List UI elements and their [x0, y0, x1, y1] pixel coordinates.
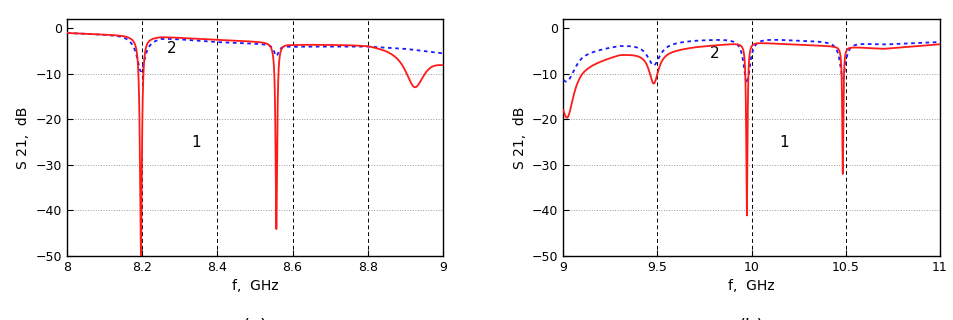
Text: 1: 1 — [779, 135, 788, 150]
X-axis label: f,  GHz: f, GHz — [727, 279, 774, 293]
Y-axis label: S 21,  dB: S 21, dB — [16, 107, 30, 169]
Text: 2: 2 — [167, 41, 176, 56]
Y-axis label: S 21,  dB: S 21, dB — [512, 107, 526, 169]
Text: (b): (b) — [738, 317, 763, 320]
Text: (a): (a) — [242, 317, 267, 320]
Text: 2: 2 — [709, 46, 720, 61]
Text: 1: 1 — [191, 135, 200, 150]
X-axis label: f,  GHz: f, GHz — [232, 279, 278, 293]
